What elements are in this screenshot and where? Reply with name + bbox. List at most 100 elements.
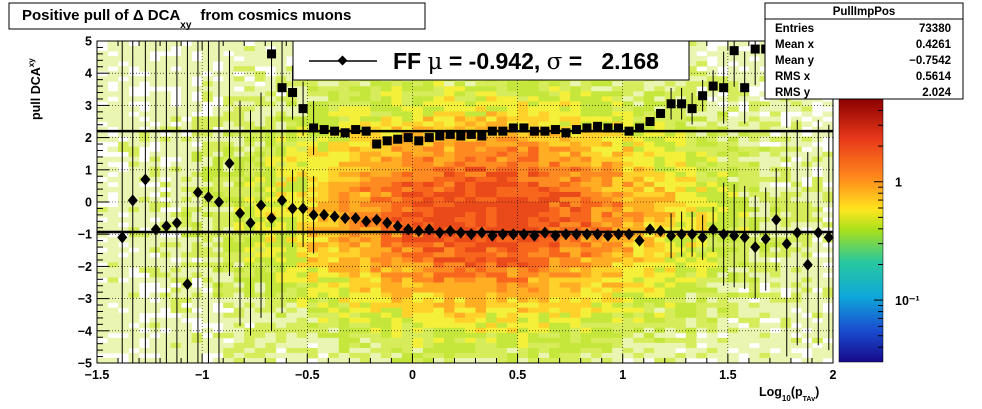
heat-cell xyxy=(97,126,108,132)
heat-cell xyxy=(317,277,329,283)
heat-cell xyxy=(601,191,613,198)
heat-cell xyxy=(422,126,434,132)
heat-cell xyxy=(422,156,434,163)
heat-cell xyxy=(790,292,802,298)
heat-cell xyxy=(391,126,403,132)
heat-cell xyxy=(727,186,739,193)
heat-cell xyxy=(97,66,108,72)
heat-cell xyxy=(422,347,434,354)
heat-cell xyxy=(633,91,645,97)
heat-cell xyxy=(433,141,445,148)
heat-cell xyxy=(538,287,550,293)
heat-cell xyxy=(759,302,771,309)
heat-cell xyxy=(664,156,676,163)
heat-cell xyxy=(401,347,413,354)
heat-cell xyxy=(486,317,497,324)
heat-cell xyxy=(727,352,739,359)
heat-cell xyxy=(517,262,529,268)
heat-cell xyxy=(307,131,319,137)
heat-cell xyxy=(401,267,413,273)
heat-cell xyxy=(465,292,476,298)
heat-cell xyxy=(727,357,739,363)
heat-cell xyxy=(286,116,298,122)
heat-cell xyxy=(317,161,329,168)
heat-cell xyxy=(517,332,529,339)
heat-cell xyxy=(685,51,697,57)
heat-cell xyxy=(454,116,466,122)
heat-cell xyxy=(244,156,256,163)
heat-cell xyxy=(727,202,739,208)
heat-cell xyxy=(643,277,655,283)
heat-cell xyxy=(780,342,792,349)
heat-cell xyxy=(780,317,792,324)
heat-cell xyxy=(317,262,329,268)
heat-cell xyxy=(223,166,235,173)
heat-cell xyxy=(181,357,193,363)
heat-cell xyxy=(412,111,424,117)
heat-cell xyxy=(517,136,529,143)
heat-cell xyxy=(307,242,319,248)
heat-cell xyxy=(790,262,802,268)
heat-cell xyxy=(549,312,561,319)
heat-cell xyxy=(496,357,508,363)
heat-cell xyxy=(685,247,697,253)
heat-cell xyxy=(233,106,245,112)
heat-cell xyxy=(380,196,392,203)
heat-cell xyxy=(538,217,550,223)
heat-cell xyxy=(433,161,445,168)
heat-cell xyxy=(685,176,697,183)
heat-cell xyxy=(107,272,119,278)
heat-cell xyxy=(822,101,833,107)
heat-cell xyxy=(212,252,224,258)
heat-cell xyxy=(538,116,550,122)
heat-cell xyxy=(612,207,624,213)
heat-cell xyxy=(275,207,287,213)
heat-cell xyxy=(496,202,508,208)
heat-cell xyxy=(538,327,550,334)
heat-cell xyxy=(675,81,687,87)
heat-cell xyxy=(244,181,256,188)
heat-cell xyxy=(275,257,287,263)
heat-cell xyxy=(675,171,687,178)
heat-cell xyxy=(349,207,361,213)
heat-cell xyxy=(170,81,182,87)
heat-cell xyxy=(748,332,760,339)
data-point-diamond xyxy=(455,226,466,239)
heat-cell xyxy=(559,247,571,253)
heat-cell xyxy=(549,186,561,193)
heat-cell xyxy=(212,297,224,304)
heat-cell xyxy=(727,81,739,87)
heat-cell xyxy=(359,141,371,148)
heat-cell xyxy=(559,202,571,208)
heat-cell xyxy=(223,237,235,243)
heat-cell xyxy=(591,327,603,334)
heat-cell xyxy=(496,267,508,273)
heat-cell xyxy=(465,252,476,258)
heat-cell xyxy=(370,151,382,158)
heat-cell xyxy=(349,307,361,314)
heat-cell xyxy=(422,181,434,188)
x-tick-label: 1.5 xyxy=(719,368,736,382)
heat-cell xyxy=(328,277,340,283)
heat-cell xyxy=(790,312,802,319)
heat-cell xyxy=(591,111,603,117)
heat-cell xyxy=(601,252,613,258)
heat-cell xyxy=(675,327,687,334)
heat-cell xyxy=(107,247,119,253)
heat-cell xyxy=(475,217,487,223)
heat-cell xyxy=(359,156,371,163)
heat-cell xyxy=(443,317,455,324)
heat-cell xyxy=(212,136,224,143)
heat-cell xyxy=(223,196,235,203)
heat-cell xyxy=(580,292,592,298)
heat-cell xyxy=(443,91,455,97)
heat-cell xyxy=(591,196,603,203)
heat-cell xyxy=(307,232,319,238)
heat-cell xyxy=(696,247,708,253)
heat-cell xyxy=(391,106,403,112)
heat-cell xyxy=(622,166,634,173)
heat-cell xyxy=(654,136,666,143)
heat-cell xyxy=(685,222,697,228)
heat-cell xyxy=(328,282,340,288)
